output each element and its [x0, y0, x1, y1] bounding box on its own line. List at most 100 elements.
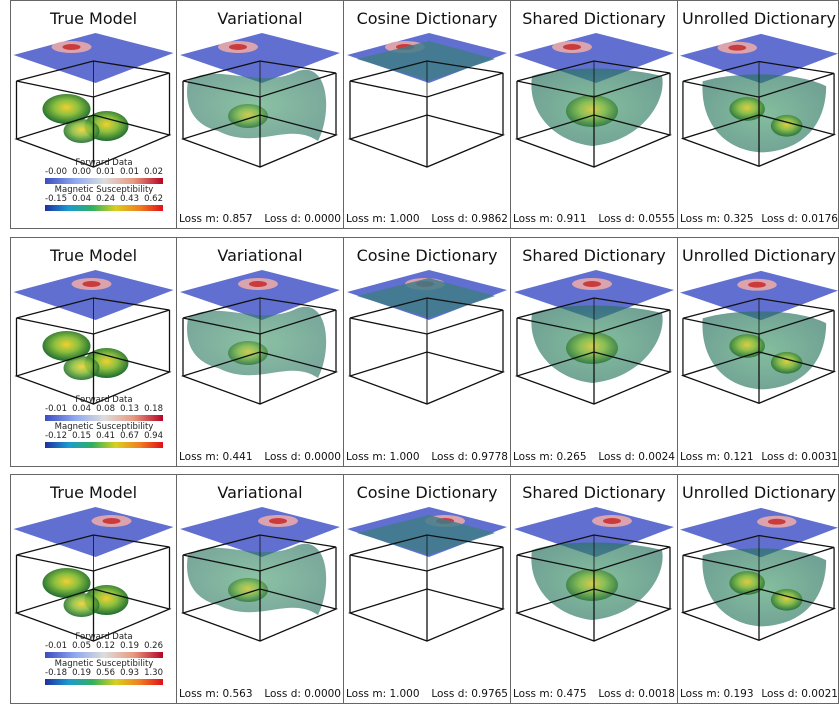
panel-title: Variational — [217, 9, 303, 28]
panel-title: True Model — [49, 483, 138, 502]
loss-d: Loss d: 0.9862 — [431, 213, 508, 225]
loss-d: Loss d: 0.0000 — [264, 213, 341, 225]
loss-readout: Loss m: 0.193 Loss d: 0.0021 — [680, 688, 838, 700]
volume-rendering — [13, 33, 174, 168]
loss-d: Loss d: 0.0031 — [761, 451, 838, 463]
panel-title: Unrolled Dictionary — [682, 483, 836, 502]
colorbar-legend: Forward Data -0.01 0.04 0.08 0.13 0.18 Magne… — [45, 396, 163, 450]
tick-label: 0.02 — [144, 167, 163, 177]
panel-title: Variational — [217, 483, 303, 502]
method-panel: Variational Loss m: 0.563 Loss d: 0.0000 — [177, 475, 344, 703]
method-panel: Unrolled Dictionary Loss m: 0.325 Loss d… — [678, 1, 839, 228]
loss-d: Loss d: 0.9765 — [431, 688, 508, 700]
method-panel: Variational Loss m: 0.441 Loss d: 0.0000 — [177, 238, 344, 466]
blob — [63, 593, 100, 617]
panel-title: True Model — [49, 9, 138, 28]
forward-ticks: -0.00 0.00 0.01 0.01 0.02 — [45, 168, 163, 177]
loss-readout: Loss m: 1.000 Loss d: 0.9778 — [346, 451, 508, 463]
method-panel: Cosine Dictionary Loss m: 1.000 Loss d: … — [344, 238, 511, 466]
susceptibility-ticks: -0.18 0.19 0.56 0.93 1.30 — [45, 669, 163, 678]
tick-label: 0.01 — [120, 167, 139, 177]
blob — [42, 568, 91, 598]
loss-m: Loss m: 0.475 — [513, 688, 587, 700]
result-row: True Model Forward Data -0.01 0.05 0.12 0.1… — [10, 474, 839, 704]
loss-d: Loss d: 0.0555 — [598, 213, 675, 225]
susceptibility-colorbar — [45, 442, 163, 448]
method-panel: Shared Dictionary Loss m: 0.265 Loss d: … — [511, 238, 678, 466]
tick-label: -0.01 — [45, 641, 67, 651]
loss-readout: Loss m: 0.857 Loss d: 0.0000 — [179, 213, 341, 225]
volume-rendering — [180, 507, 340, 642]
forward-legend-title: Forward Data — [75, 158, 133, 168]
panel-title: True Model — [49, 246, 138, 265]
result-row: True Model Forward Data -0.00 0.00 0.01 0.0… — [10, 0, 839, 229]
loss-readout: Loss m: 0.911 Loss d: 0.0555 — [513, 213, 675, 225]
loss-readout: Loss m: 1.000 Loss d: 0.9765 — [346, 688, 508, 700]
tick-label: 0.43 — [120, 194, 139, 204]
susceptibility-legend-title: Magnetic Susceptibility — [54, 659, 154, 669]
loss-d: Loss d: 0.0021 — [761, 688, 838, 700]
panel-title: Variational — [217, 246, 303, 265]
volume-rendering — [180, 270, 340, 405]
method-panel: True Model Forward Data -0.01 0.05 0.12 0.1… — [11, 475, 177, 703]
panel-title: Shared Dictionary — [522, 9, 666, 28]
susceptibility-colorbar — [45, 679, 163, 685]
colorbar-legend: Forward Data -0.01 0.05 0.12 0.19 0.26 Magne… — [45, 633, 163, 687]
method-panel: Cosine Dictionary Loss m: 1.000 Loss d: … — [344, 475, 511, 703]
loss-readout: Loss m: 0.121 Loss d: 0.0031 — [680, 451, 838, 463]
loss-d: Loss d: 0.0024 — [598, 451, 675, 463]
loss-m: Loss m: 0.911 — [513, 213, 587, 225]
tick-label: 0.93 — [120, 668, 139, 678]
tick-label: 0.26 — [144, 641, 163, 651]
forward-colorbar — [45, 415, 163, 421]
loss-m: Loss m: 1.000 — [346, 451, 420, 463]
loss-m: Loss m: 0.563 — [179, 688, 253, 700]
forward-ticks: -0.01 0.05 0.12 0.19 0.26 — [45, 642, 163, 651]
tick-label: -0.01 — [45, 404, 67, 414]
susceptibility-legend-title: Magnetic Susceptibility — [54, 185, 154, 195]
loss-m: Loss m: 0.193 — [680, 688, 754, 700]
method-panel: Shared Dictionary Loss m: 0.911 Loss d: … — [511, 1, 678, 228]
tick-label: 0.15 — [72, 431, 91, 441]
volume-rendering — [347, 33, 507, 168]
tick-label: 1.30 — [144, 668, 163, 678]
loss-m: Loss m: 1.000 — [346, 213, 420, 225]
panel-title: Cosine Dictionary — [356, 9, 498, 28]
tick-label: -0.15 — [45, 194, 67, 204]
tick-label: 0.01 — [96, 167, 115, 177]
volume-rendering — [13, 270, 174, 405]
tick-label: 0.08 — [96, 404, 115, 414]
panel-title: Shared Dictionary — [522, 483, 666, 502]
volume-rendering — [679, 270, 839, 404]
volume-rendering — [180, 33, 340, 168]
forward-legend-title: Forward Data — [75, 632, 133, 642]
method-panel: Variational Loss m: 0.857 Loss d: 0.0000 — [177, 1, 344, 228]
tick-label: -0.00 — [45, 167, 67, 177]
loss-d: Loss d: 0.0000 — [264, 451, 341, 463]
loss-d: Loss d: 0.0176 — [761, 213, 838, 225]
tick-label: 0.04 — [72, 194, 91, 204]
tick-label: 0.19 — [72, 668, 91, 678]
forward-legend-title: Forward Data — [75, 395, 133, 405]
loss-m: Loss m: 0.857 — [179, 213, 253, 225]
tick-label: 0.19 — [120, 641, 139, 651]
loss-m: Loss m: 0.441 — [179, 451, 253, 463]
tick-label: 0.24 — [96, 194, 115, 204]
tick-label: 0.04 — [72, 404, 91, 414]
susceptibility-ticks: -0.12 0.15 0.41 0.67 0.94 — [45, 432, 163, 441]
volume-rendering — [514, 33, 674, 168]
tick-label: 0.41 — [96, 431, 115, 441]
loss-m: Loss m: 1.000 — [346, 688, 420, 700]
method-panel: Unrolled Dictionary Loss m: 0.193 Loss d… — [678, 475, 839, 703]
loss-readout: Loss m: 0.325 Loss d: 0.0176 — [680, 213, 838, 225]
method-panel: True Model Forward Data -0.01 0.04 0.08 0.1… — [11, 238, 177, 466]
result-row: True Model Forward Data -0.01 0.04 0.08 0.1… — [10, 237, 839, 467]
volume-rendering — [514, 270, 674, 405]
tick-label: -0.18 — [45, 668, 67, 678]
tick-label: 0.12 — [96, 641, 115, 651]
panel-title: Shared Dictionary — [522, 246, 666, 265]
tick-label: 0.05 — [72, 641, 91, 651]
volume-rendering — [13, 507, 174, 642]
volume-rendering — [679, 507, 839, 641]
volume-rendering — [347, 507, 507, 642]
